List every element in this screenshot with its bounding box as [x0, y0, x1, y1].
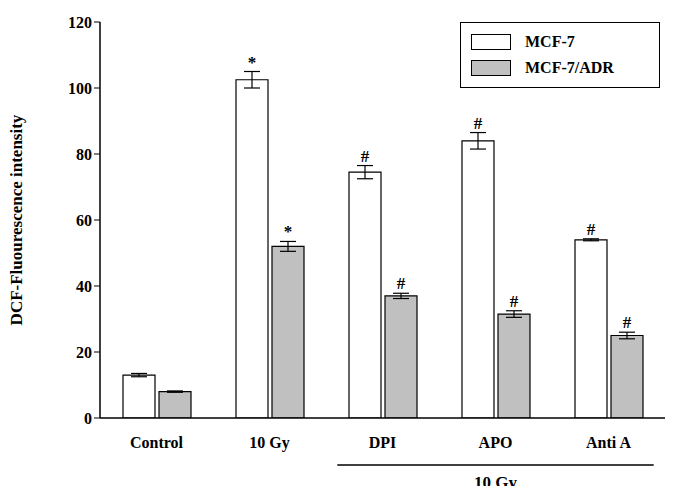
svg-text:60: 60 [76, 212, 92, 229]
svg-text:#: # [474, 114, 483, 133]
svg-text:*: * [284, 222, 293, 241]
svg-text:120: 120 [68, 14, 92, 31]
html-text:MCF-7/ADR: MCF-7/ADR [525, 59, 614, 76]
svg-text:20: 20 [76, 344, 92, 361]
svg-text:#: # [361, 147, 370, 166]
svg-text:APO: APO [479, 434, 513, 451]
svg-text:#: # [510, 292, 519, 311]
svg-text:Anti A: Anti A [586, 434, 631, 451]
svg-text:Control: Control [130, 434, 184, 451]
svg-text:80: 80 [76, 146, 92, 163]
html-text:MCF-7: MCF-7 [525, 33, 575, 50]
svg-text:40: 40 [76, 278, 92, 295]
svg-text:#: # [623, 313, 632, 332]
svg-text:#: # [397, 274, 406, 293]
svg-text:0: 0 [84, 410, 92, 427]
svg-text:*: * [248, 53, 257, 72]
svg-text:100: 100 [68, 80, 92, 97]
svg-text:DPI: DPI [369, 434, 397, 451]
svg-text:10 Gy: 10 Gy [249, 434, 289, 452]
svg-text:#: # [587, 220, 596, 239]
svg-text:10 Gy: 10 Gy [474, 473, 517, 486]
svg-text:DCF-Fluourescence intensity: DCF-Fluourescence intensity [8, 114, 26, 325]
